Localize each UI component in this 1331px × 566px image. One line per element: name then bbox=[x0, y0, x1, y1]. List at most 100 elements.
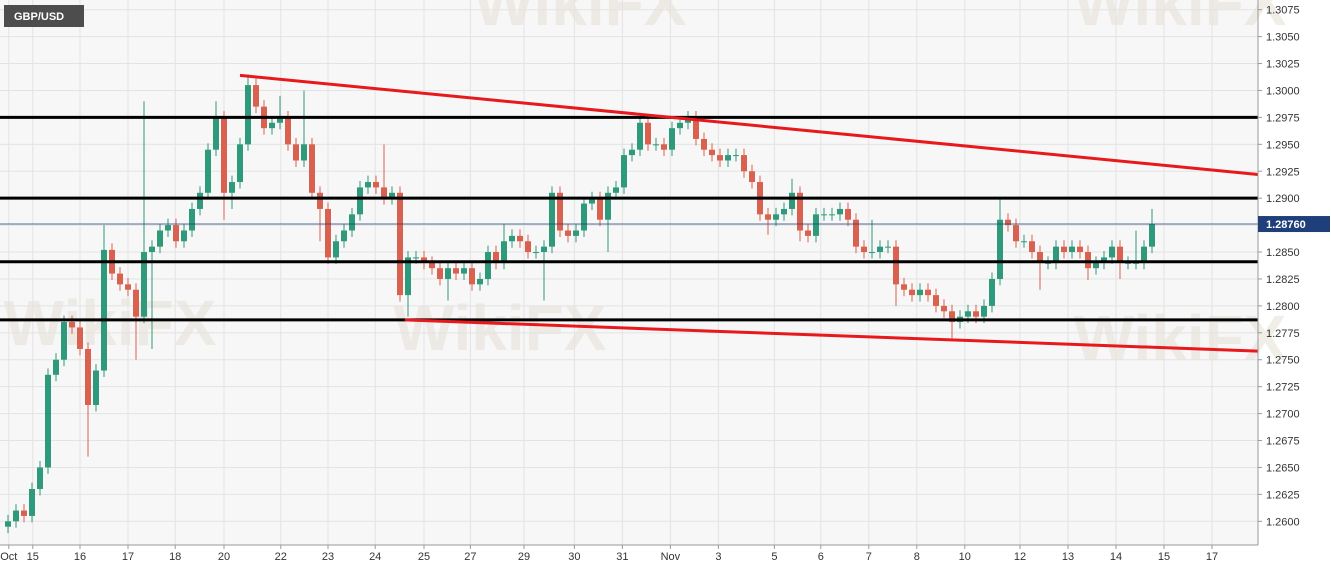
candle-body bbox=[253, 85, 259, 107]
candle-body bbox=[1117, 246, 1123, 263]
candle-body bbox=[661, 144, 667, 150]
candle-body bbox=[61, 322, 67, 360]
x-tick-label: Nov bbox=[661, 551, 681, 563]
candle-body bbox=[717, 155, 723, 161]
candle-body bbox=[1021, 241, 1027, 243]
candle-body bbox=[805, 230, 811, 236]
candle-body bbox=[853, 219, 859, 247]
candle-body bbox=[405, 257, 411, 296]
candle-body bbox=[101, 249, 107, 371]
y-tick-label: 1.2800 bbox=[1266, 301, 1300, 313]
x-tick-label: 23 bbox=[322, 551, 334, 563]
candle-body bbox=[445, 268, 451, 279]
candle-body bbox=[989, 278, 995, 306]
candle-body bbox=[333, 241, 339, 258]
candle-body bbox=[1101, 257, 1107, 263]
candle-body bbox=[117, 273, 123, 285]
x-tick-label: 24 bbox=[369, 551, 381, 563]
candle-body bbox=[397, 192, 403, 296]
candle-body bbox=[165, 225, 171, 231]
candle-body bbox=[933, 295, 939, 306]
candle-body bbox=[93, 370, 99, 405]
candle-body bbox=[205, 149, 211, 193]
candle-body bbox=[925, 289, 931, 296]
candle-body bbox=[157, 230, 163, 247]
candle-body bbox=[285, 117, 291, 145]
candle-body bbox=[549, 192, 555, 247]
y-tick-label: 1.2925 bbox=[1266, 166, 1300, 178]
candle-body bbox=[821, 214, 827, 216]
y-tick-label: 1.2725 bbox=[1266, 382, 1300, 394]
x-tick-label: 8 bbox=[914, 551, 920, 563]
candle-body bbox=[317, 192, 323, 209]
candle-body bbox=[589, 198, 595, 204]
x-tick-label: 14 bbox=[1110, 551, 1122, 563]
watermark: WikiFX bbox=[1074, 302, 1287, 374]
candle-body bbox=[701, 138, 707, 150]
candle-body bbox=[341, 230, 347, 242]
candle-body bbox=[357, 187, 363, 215]
candle-body bbox=[1045, 262, 1051, 264]
chart-title: GBP/USD bbox=[14, 11, 64, 23]
candle-body bbox=[573, 230, 579, 236]
candle-body bbox=[845, 208, 851, 220]
x-tick-label: 13 bbox=[1062, 551, 1074, 563]
candle-body bbox=[461, 268, 467, 274]
y-tick-label: 1.3075 bbox=[1266, 5, 1300, 17]
candle-body bbox=[493, 252, 499, 263]
candle-body bbox=[5, 521, 11, 527]
y-tick-label: 1.2750 bbox=[1266, 355, 1300, 367]
candle-body bbox=[373, 182, 379, 188]
candle-body bbox=[349, 214, 355, 231]
x-tick-label: 17 bbox=[122, 551, 134, 563]
x-tick-label: 15 bbox=[27, 551, 39, 563]
candle-body bbox=[453, 268, 459, 274]
candle-body bbox=[917, 289, 923, 296]
candle-body bbox=[1085, 252, 1091, 269]
candle-body bbox=[533, 252, 539, 254]
candle-body bbox=[77, 327, 83, 349]
candle-body bbox=[1149, 224, 1155, 247]
x-tick-label: 7 bbox=[866, 551, 872, 563]
y-tick-label: 1.2900 bbox=[1266, 193, 1300, 205]
x-tick-label: 10 bbox=[959, 551, 971, 563]
candle-body bbox=[1029, 241, 1035, 253]
candle-body bbox=[245, 85, 251, 145]
x-tick-label: 29 bbox=[518, 551, 530, 563]
candle-body bbox=[653, 144, 659, 146]
candle-body bbox=[29, 488, 35, 516]
trend-line bbox=[404, 318, 1259, 353]
x-tick-label: 3 bbox=[715, 551, 721, 563]
candle-body bbox=[781, 208, 787, 215]
watermark: WikiFX bbox=[4, 287, 217, 359]
candle-body bbox=[13, 510, 19, 522]
candle-body bbox=[197, 192, 203, 209]
candle-body bbox=[237, 144, 243, 183]
candle-body bbox=[557, 192, 563, 231]
x-tick-label: 15 bbox=[1158, 551, 1170, 563]
candle-body bbox=[517, 235, 523, 242]
trend-line bbox=[239, 73, 1259, 176]
y-tick-label: 1.2650 bbox=[1266, 462, 1300, 474]
candle-body bbox=[877, 246, 883, 253]
x-tick-label: 20 bbox=[218, 551, 230, 563]
candle-body bbox=[901, 284, 907, 290]
x-tick-label: 25 bbox=[418, 551, 430, 563]
candle-body bbox=[1109, 246, 1115, 258]
candle-body bbox=[837, 208, 843, 215]
y-tick-label: 1.2850 bbox=[1266, 247, 1300, 259]
candle-body bbox=[85, 348, 91, 405]
candle-body bbox=[173, 225, 179, 242]
candle-body bbox=[1093, 262, 1099, 269]
candle-body bbox=[605, 192, 611, 220]
candle-body bbox=[1037, 252, 1043, 263]
candle-body bbox=[965, 311, 971, 317]
candle-body bbox=[1133, 262, 1139, 264]
candle-body bbox=[189, 208, 195, 231]
candle-body bbox=[1077, 246, 1083, 253]
x-tick-label: 5 bbox=[771, 551, 777, 563]
candle-body bbox=[949, 311, 955, 323]
candle-body bbox=[893, 246, 899, 285]
candle-body bbox=[861, 246, 867, 253]
candle-body bbox=[941, 305, 947, 312]
